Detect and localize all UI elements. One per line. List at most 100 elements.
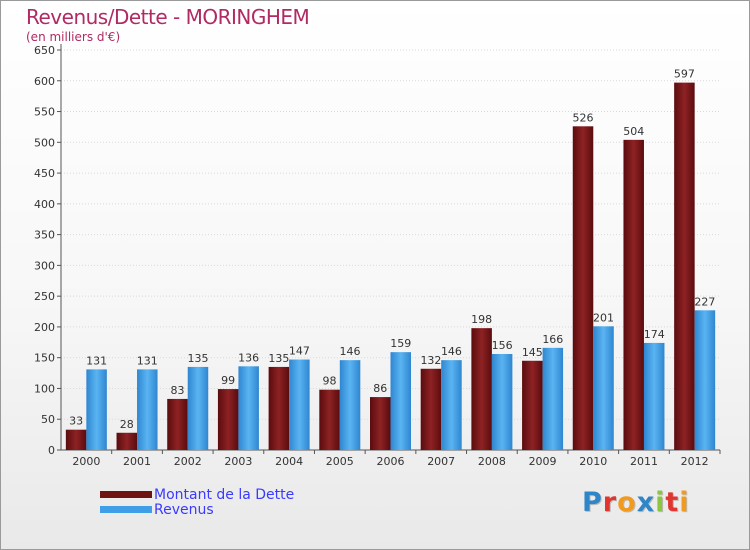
bar-dette-2003 [217,389,239,450]
bar-revenus-2010 [593,326,614,450]
logo-letter: P [582,487,603,518]
x-tick-label: 2002 [174,455,202,468]
bar-revenus-2007 [441,360,462,450]
label-dette-2006: 86 [373,382,387,395]
bar-dette-2011 [623,139,644,450]
logo-letter: r [602,487,618,518]
y-tick-label: 550 [34,106,55,119]
label-revenus-2002: 135 [187,352,208,365]
label-revenus-2005: 146 [340,345,361,358]
bar-revenus-2011 [643,342,665,450]
y-tick-label: 500 [34,136,55,149]
bar-dette-2007 [420,368,442,450]
label-dette-2004: 135 [268,352,289,365]
label-dette-2008: 198 [471,313,492,326]
bars [65,82,716,451]
bar-dette-2012 [674,82,695,450]
logo-letter: o [617,487,637,518]
x-tick-label: 2004 [275,455,303,468]
bar-dette-2010 [572,126,594,451]
legend-label-revenue: Revenus [154,501,214,518]
legend-swatch-debt [100,491,152,498]
label-dette-2002: 83 [170,384,184,397]
y-tick-label: 650 [34,44,55,57]
x-tick-label: 2011 [630,455,658,468]
y-tick-labels: 0 50 100 150 200 250 300 350 400 450 500 550 600 650 [34,44,55,457]
x-tick-label: 2010 [579,455,607,468]
label-dette-2000: 33 [69,415,83,428]
bar-dette-2005 [319,389,340,450]
label-revenus-2006: 159 [390,337,411,350]
y-tick-label: 250 [34,290,55,303]
y-tick-label: 450 [34,167,55,180]
label-dette-2003: 99 [221,374,235,387]
label-revenus-2009: 166 [542,333,563,346]
x-tick-label: 2001 [123,455,151,468]
chart-title: Revenus/Dette - MORINGHEM [26,5,310,29]
x-tick-label: 2012 [681,455,709,468]
bar-revenus-2008 [491,354,513,450]
logo-letter: i [679,487,690,518]
y-tick-label: 50 [41,413,55,426]
label-dette-2012: 597 [674,68,695,81]
bar-revenus-2001 [137,369,158,450]
bar-dette-2004 [268,366,290,450]
bar-dette-2002 [167,398,188,450]
bar-revenus-2000 [86,369,107,450]
legend-label-debt: Montant de la Dette [154,486,295,503]
bar-revenus-2009 [542,347,564,450]
logo-letter: i [655,487,666,518]
legend-item-revenue: Revenus [100,501,294,518]
chart-subtitle: (en milliers d'€) [26,30,121,44]
label-revenus-2011: 174 [644,328,665,341]
label-dette-2009: 145 [522,346,543,359]
y-tick-label: 350 [34,229,55,242]
x-tick-labels: 2000 2001 2002 2003 2004 2005 2006 2007 2008 2009… [72,455,708,468]
bar-revenus-2002 [187,366,209,450]
label-revenus-2010: 201 [593,311,614,324]
y-tick-label: 150 [34,352,55,365]
bar-dette-2001 [116,432,138,450]
label-dette-2005: 98 [323,375,337,388]
label-revenus-2004: 147 [289,345,310,358]
legend-swatch-revenue [100,506,152,513]
label-revenus-2001: 131 [137,354,158,367]
x-tick-label: 2009 [529,455,557,468]
label-revenus-2012: 227 [694,295,715,308]
y-tick-label: 300 [34,259,55,272]
label-dette-2001: 28 [120,418,134,431]
x-tick-label: 2006 [377,455,405,468]
bar-dette-2000 [65,429,87,450]
label-revenus-2007: 146 [441,345,462,358]
logo-letter: t [665,487,680,518]
bar-dette-2006 [370,397,391,450]
bar-dette-2008 [471,328,492,450]
label-revenus-2008: 156 [492,339,513,352]
bar-dette-2009 [522,360,543,450]
label-dette-2010: 526 [573,111,594,124]
y-tick-label: 100 [34,382,55,395]
bar-revenus-2004 [289,359,310,450]
label-revenus-2000: 131 [86,354,107,367]
x-tick-label: 2008 [478,455,506,468]
logo-letter: x [636,487,656,518]
proxiti-logo: Proxiti [582,487,690,518]
y-tick-label: 200 [34,321,55,334]
x-tick-label: 2000 [72,455,100,468]
legend-item-debt: Montant de la Dette [100,486,295,503]
label-revenus-2003: 136 [238,351,259,364]
label-dette-2011: 504 [623,125,644,138]
x-tick-label: 2005 [326,455,354,468]
legend: Montant de la Dette Revenus [100,486,295,518]
y-tick-label: 400 [34,198,55,211]
x-tick-label: 2007 [427,455,455,468]
bar-revenus-2006 [390,352,411,450]
bar-revenus-2003 [238,366,259,450]
y-tick-label: 600 [34,75,55,88]
bar-revenus-2005 [339,360,361,450]
label-dette-2007: 132 [420,354,441,367]
x-tick-label: 2003 [224,455,252,468]
y-tick-label: 0 [48,444,55,457]
